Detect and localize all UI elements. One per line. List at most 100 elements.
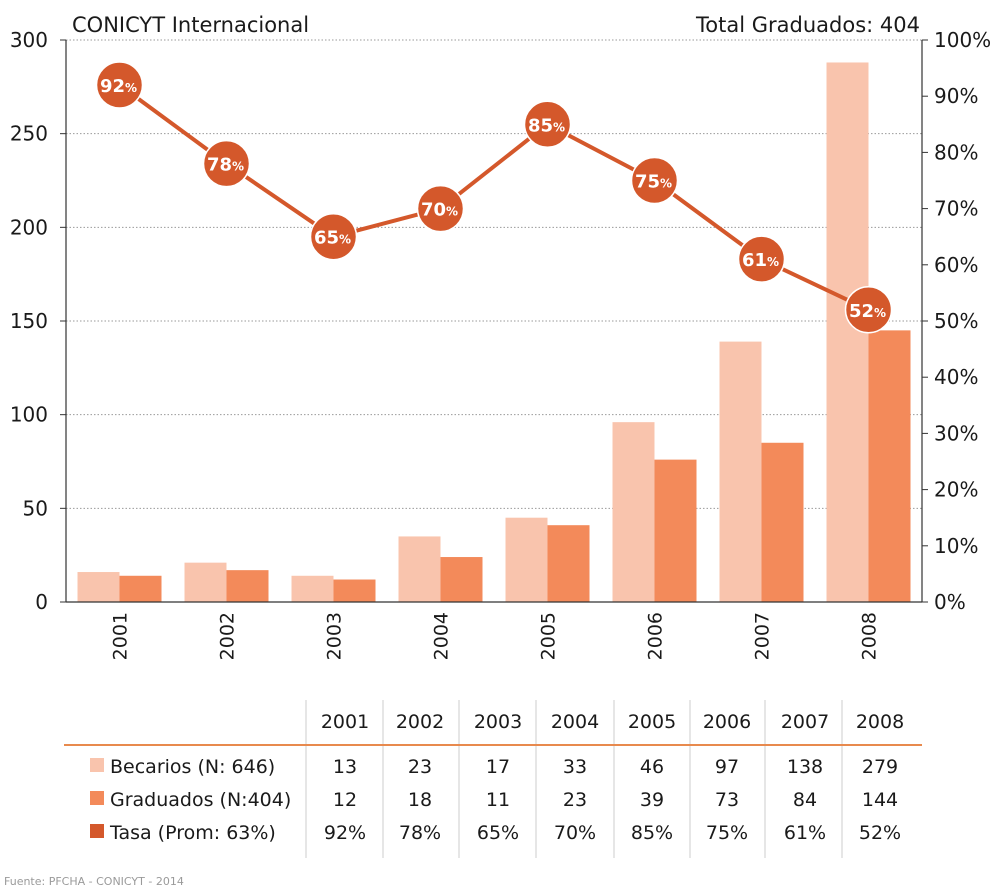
y-right-tick-label: 40%: [934, 365, 978, 389]
x-tick-label: 2005: [538, 612, 560, 660]
table-cell: 138: [787, 756, 823, 778]
rate-point-label: 92%: [100, 76, 137, 97]
x-tick-label: 2003: [324, 612, 346, 660]
y-left-tick-label: 100: [10, 403, 48, 427]
table-header-cell: 2007: [781, 711, 829, 733]
bar-becarios-2007: [719, 341, 762, 602]
bar-becarios-2002: [184, 562, 227, 602]
table-cell: 17: [486, 756, 510, 778]
table-cell: 23: [408, 756, 432, 778]
table-cell: 23: [563, 789, 587, 811]
table-header-cell: 2004: [551, 711, 599, 733]
table-header-cell: 2001: [321, 711, 369, 733]
grid-lines: [66, 39, 922, 509]
rate-point-2008: [844, 286, 893, 334]
rate-point-label: 52%: [849, 301, 886, 322]
table-cell: 61%: [784, 822, 826, 844]
y-axis-right-ticks: 0% 10% 20% 30% 40% 50% 60% 70% 80% 90% 100%: [922, 28, 991, 614]
legend-swatch: [90, 824, 104, 838]
legend-swatch: [90, 758, 104, 772]
y-left-tick-label: 150: [10, 309, 48, 333]
rate-point-label: 78%: [207, 155, 244, 176]
rate-point-2006: [630, 156, 679, 205]
bar-graduados-2005: [547, 525, 590, 602]
table-cell: 65%: [477, 822, 519, 844]
rate-point-label: 61%: [742, 250, 779, 271]
rate-point-2007: [737, 235, 786, 283]
bar-graduados-2002: [226, 570, 269, 602]
data-table: 2001 2002 2003 2004 2005 2006 2007 2008 Becarios…: [64, 700, 922, 858]
table-cell: 279: [862, 756, 898, 778]
y-left-tick-label: 50: [23, 496, 48, 520]
x-tick-label: 2001: [110, 612, 132, 660]
table-header-cell: 2006: [703, 711, 751, 733]
x-tick-label: 2002: [217, 612, 239, 660]
x-tick-label: 2007: [752, 612, 774, 660]
x-tick-label: 2008: [859, 612, 881, 660]
bar-graduados-2001: [119, 575, 162, 602]
y-axis-left-ticks: 0 50 100 150 200 250 300: [10, 28, 66, 614]
rate-point-label: 75%: [635, 172, 672, 193]
x-axis-ticks: 2001 2002 2003 2004 2005 2006 2007 2008: [110, 612, 881, 660]
table-row-label: Graduados (N:404): [110, 789, 291, 811]
bar-graduados-2006: [654, 459, 697, 602]
table-cell: 92%: [324, 822, 366, 844]
chart-title: CONICYT Internacional: [72, 13, 309, 37]
y-right-tick-label: 20%: [934, 478, 978, 502]
rate-point-label: 70%: [421, 200, 458, 221]
bar-becarios-2003: [291, 575, 334, 602]
table-cell: 97: [715, 756, 739, 778]
y-left-tick-label: 250: [10, 122, 48, 146]
table-cell: 75%: [706, 822, 748, 844]
table-cell: 78%: [399, 822, 441, 844]
table-cell: 33: [563, 756, 587, 778]
table-cell: 84: [793, 789, 817, 811]
rate-point-2003: [309, 212, 358, 261]
table-cell: 144: [862, 789, 898, 811]
table-header-cell: 2003: [474, 711, 522, 733]
bar-graduados-2003: [333, 579, 376, 602]
table-cell: 46: [640, 756, 664, 778]
bar-becarios-2005: [505, 517, 548, 602]
bar-becarios-2001: [77, 572, 120, 602]
table-cell: 18: [408, 789, 432, 811]
table-cell: 13: [333, 756, 357, 778]
y-right-tick-label: 30%: [934, 421, 978, 445]
x-tick-label: 2006: [645, 612, 667, 660]
table-cell: 85%: [631, 822, 673, 844]
source-note: Fuente: PFCHA - CONICYT - 2014: [4, 875, 184, 888]
bar-graduados-2008: [868, 330, 911, 602]
table-cell: 11: [486, 789, 510, 811]
table-cell: 39: [640, 789, 664, 811]
rate-point-2001: [95, 61, 144, 109]
rate-point-2004: [416, 184, 465, 233]
y-right-tick-label: 60%: [934, 253, 978, 277]
table-header-cell: 2005: [628, 711, 676, 733]
table-cell: 70%: [554, 822, 596, 844]
y-right-tick-label: 70%: [934, 197, 978, 221]
table-header-cell: 2002: [396, 711, 444, 733]
table-cell: 52%: [859, 822, 901, 844]
rate-line: 92% 78% 65% 70% 85% 75% 61% 52%: [95, 61, 893, 334]
bar-graduados-2007: [761, 442, 804, 602]
bar-becarios-2004: [398, 536, 441, 602]
bars: [77, 62, 911, 603]
rate-point-label: 85%: [528, 115, 565, 136]
table-header-cell: 2008: [856, 711, 904, 733]
y-left-tick-label: 0: [35, 590, 48, 614]
y-left-tick-label: 200: [10, 215, 48, 239]
y-right-tick-label: 50%: [934, 309, 978, 333]
y-right-tick-label: 10%: [934, 534, 978, 558]
rate-point-2002: [202, 139, 251, 188]
bar-graduados-2004: [440, 557, 483, 602]
legend-swatch: [90, 791, 104, 805]
bar-becarios-2006: [612, 422, 655, 602]
rate-point-2005: [523, 100, 572, 149]
y-left-tick-label: 300: [10, 28, 48, 52]
table-cell: 12: [333, 789, 357, 811]
table-row-label: Tasa (Prom: 63%): [109, 822, 276, 844]
y-right-tick-label: 100%: [934, 28, 991, 52]
rate-point-label: 65%: [314, 228, 351, 249]
table-row-label: Becarios (N: 646): [110, 756, 275, 778]
